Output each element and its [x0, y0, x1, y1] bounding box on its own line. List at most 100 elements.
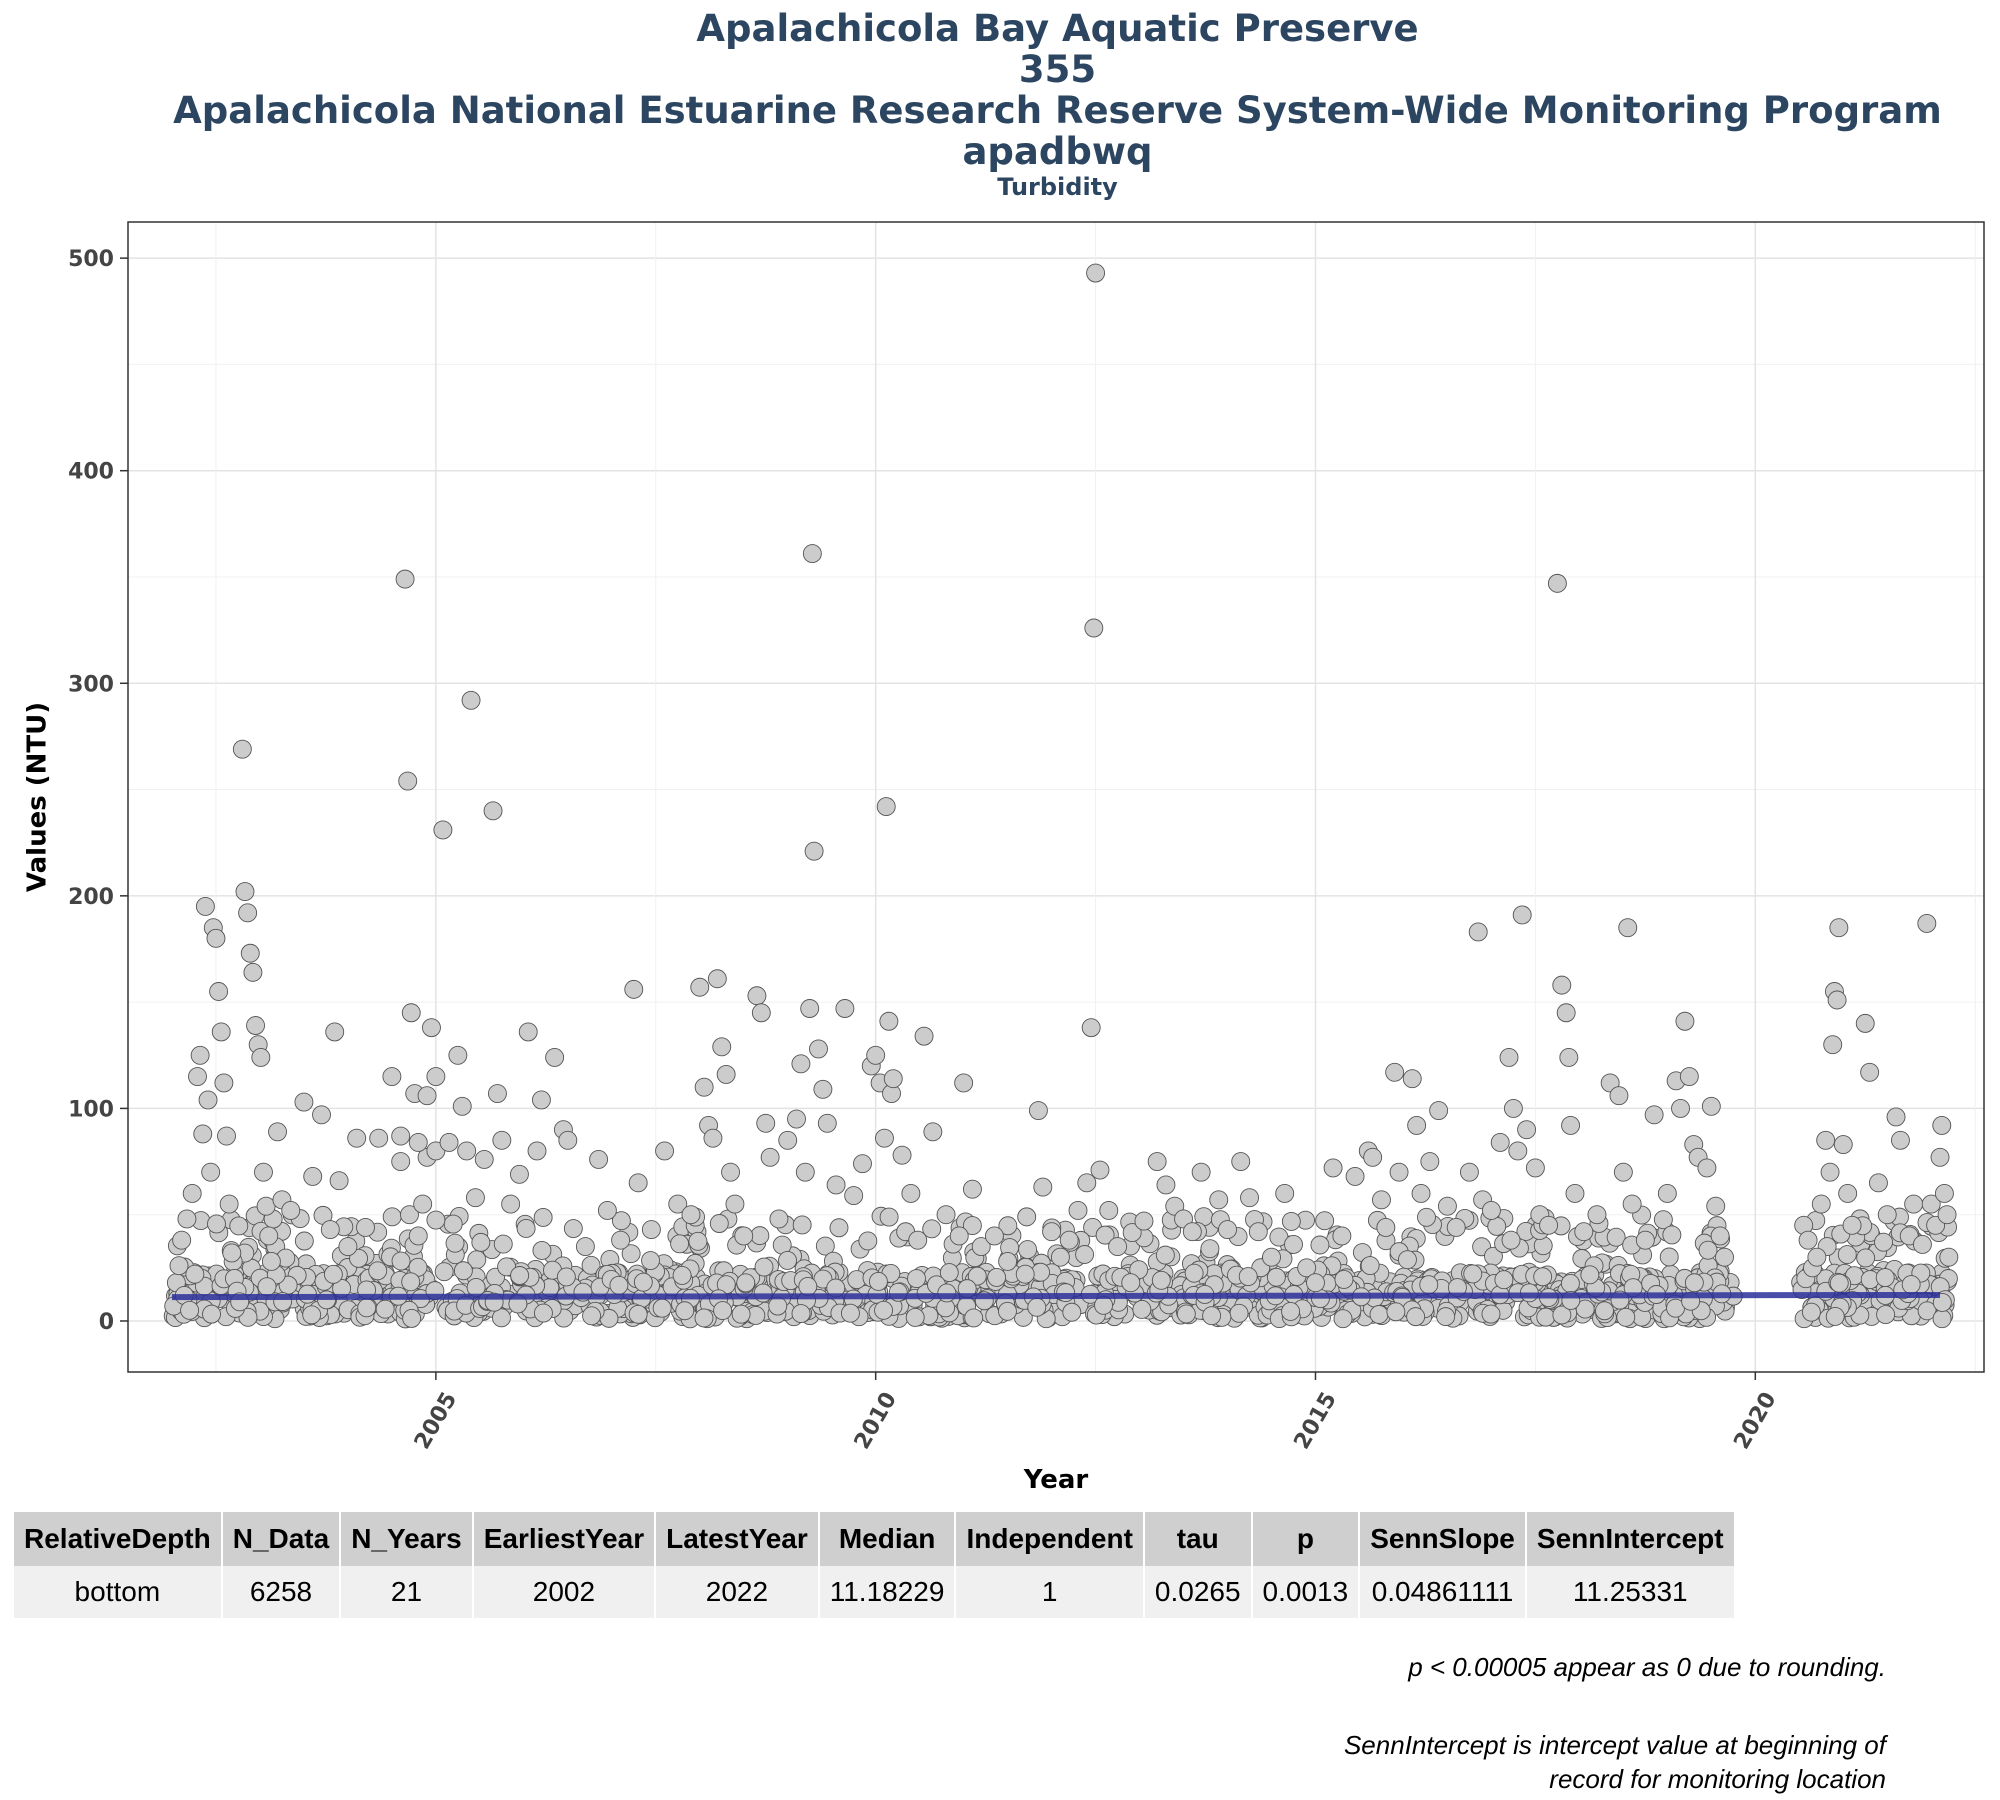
scatter-chart: 0 100 200 300 400 500 2005 2010 2015 2020 Year V… — [23, 221, 1985, 1495]
data-point — [1820, 1162, 1840, 1182]
stats-header-p: p — [1251, 1512, 1361, 1566]
data-point — [668, 1194, 688, 1214]
data-point — [1560, 1274, 1580, 1293]
data-point — [581, 1255, 601, 1275]
data-point — [690, 977, 710, 997]
data-point — [688, 1231, 708, 1251]
data-point — [1059, 1230, 1079, 1250]
data-point — [1360, 1256, 1380, 1275]
data-point — [492, 1130, 512, 1150]
data-point — [1565, 1183, 1585, 1203]
data-point — [457, 1141, 477, 1161]
data-point — [907, 1269, 926, 1288]
data-point — [800, 999, 820, 1018]
data-point — [1811, 1194, 1831, 1214]
data-point — [1281, 1301, 1301, 1321]
data-point — [1653, 1210, 1673, 1230]
data-point — [883, 1069, 903, 1089]
data-point — [209, 982, 229, 1001]
data-point — [1306, 1273, 1325, 1293]
data-point — [217, 1126, 236, 1146]
data-point — [1231, 1152, 1251, 1172]
data-point — [1662, 1225, 1682, 1245]
data-point — [357, 1298, 377, 1318]
data-point — [1904, 1194, 1924, 1214]
data-point — [835, 999, 855, 1018]
data-point — [509, 1164, 529, 1184]
data-point — [1429, 1101, 1449, 1120]
data-point — [713, 1301, 733, 1321]
data-point — [1363, 1147, 1383, 1167]
data-point — [190, 1045, 210, 1065]
data-point — [257, 1277, 277, 1297]
data-point — [874, 1300, 894, 1320]
data-point — [1874, 1232, 1893, 1252]
data-point — [756, 1113, 776, 1133]
data-point — [575, 1237, 595, 1257]
data-point — [1463, 1264, 1483, 1284]
data-point — [768, 1296, 788, 1316]
data-point — [795, 1162, 815, 1182]
data-point — [1934, 1183, 1954, 1203]
data-point — [1437, 1196, 1457, 1216]
data-point — [1411, 1183, 1431, 1203]
chart-title-line-4: apadbwq — [962, 130, 1153, 173]
data-point — [443, 1214, 463, 1234]
data-point — [892, 1145, 912, 1165]
data-point — [445, 1233, 465, 1253]
data-point — [984, 1226, 1004, 1246]
trend-line-group — [171, 1291, 1941, 1301]
data-point — [1921, 1194, 1941, 1214]
p-rounding-note: p < 0.00005 appear as 0 due to rounding. — [1408, 1650, 1886, 1684]
chart-title-line-2: 355 — [1018, 48, 1097, 91]
x-tick-label: 2015 — [1290, 1388, 1342, 1454]
data-point — [1376, 1218, 1396, 1237]
data-point — [232, 739, 252, 759]
data-point — [817, 1113, 837, 1133]
data-point — [1077, 1173, 1097, 1193]
data-point — [750, 1226, 770, 1246]
data-point — [1616, 1307, 1636, 1327]
y-axis-ticks: 0 100 200 300 400 500 — [68, 247, 128, 1335]
data-point — [1855, 1013, 1875, 1033]
data-point — [1613, 1162, 1633, 1182]
data-point — [624, 979, 644, 999]
stats-cell-relativedepth: bottom — [14, 1566, 223, 1618]
data-point — [303, 1166, 323, 1186]
data-point — [433, 820, 453, 840]
data-point — [712, 1037, 732, 1057]
data-point — [320, 1220, 340, 1240]
stats-header-earliestyear: EarliestYear — [472, 1512, 657, 1566]
data-point — [229, 1216, 249, 1236]
data-point — [497, 1257, 517, 1277]
data-point — [329, 1171, 349, 1191]
data-point — [268, 1122, 287, 1142]
data-point — [563, 1219, 583, 1238]
data-point — [1671, 1098, 1690, 1118]
data-point — [1715, 1247, 1734, 1267]
data-point — [398, 771, 418, 791]
data-point — [1657, 1183, 1677, 1203]
data-point — [391, 1126, 411, 1146]
stats-header-sennslope: SennSlope — [1359, 1512, 1527, 1566]
data-point — [1240, 1188, 1259, 1208]
data-point — [1200, 1239, 1220, 1259]
data-point — [1108, 1237, 1128, 1257]
data-point — [868, 1272, 888, 1291]
stats-header-row: RelativeDepth N_Data N_Years EarliestYear La… — [14, 1512, 1736, 1566]
stats-header-latestyear: LatestYear — [655, 1512, 820, 1566]
data-point — [1209, 1190, 1229, 1210]
data-point — [207, 1214, 226, 1234]
data-point — [998, 1301, 1017, 1321]
data-point — [1838, 1183, 1858, 1203]
data-point — [369, 1128, 389, 1148]
data-point — [1132, 1299, 1152, 1319]
data-point — [1121, 1273, 1141, 1293]
data-point — [281, 1200, 301, 1220]
data-point — [1508, 1141, 1528, 1161]
data-point — [670, 1234, 690, 1254]
data-point — [964, 1308, 984, 1328]
data-point — [709, 1214, 729, 1233]
data-point — [1151, 1270, 1171, 1290]
data-point — [633, 1272, 653, 1292]
